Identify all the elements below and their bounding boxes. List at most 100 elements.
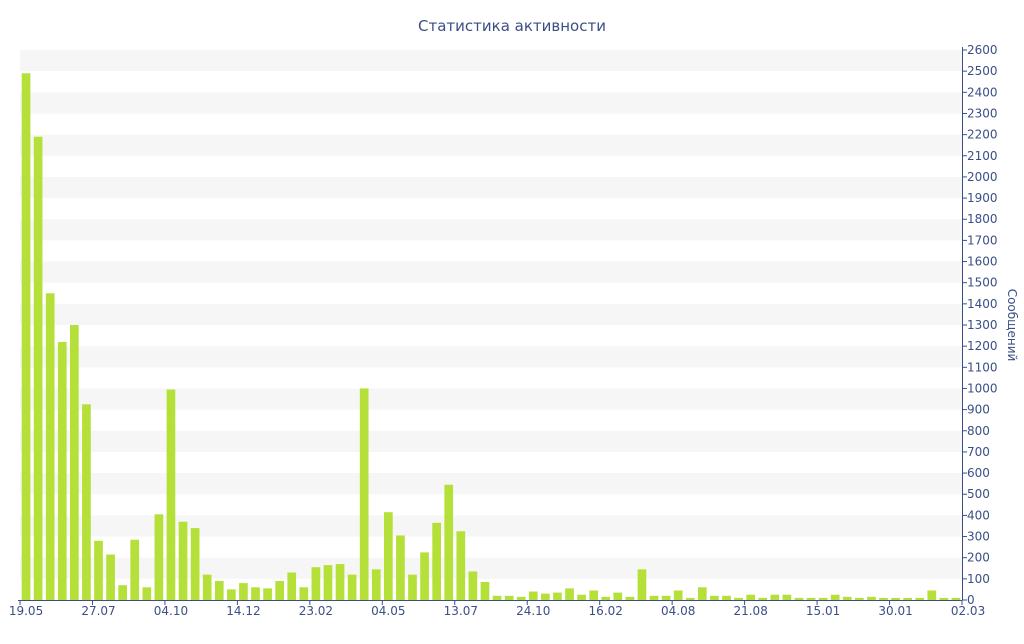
bar [299, 587, 309, 600]
bar [685, 597, 695, 600]
grid-band [20, 515, 962, 537]
y-tick-label: 1200 [967, 339, 998, 353]
grid-band [20, 557, 962, 579]
bar [661, 595, 671, 600]
bar [420, 552, 429, 600]
y-tick-label: 1900 [967, 191, 998, 205]
x-tick-label: 19.05 [9, 604, 43, 618]
bar [589, 590, 599, 600]
bar [21, 73, 31, 600]
bar [951, 597, 961, 600]
bar [492, 595, 502, 600]
bar [637, 569, 647, 600]
y-tick-label: 200 [967, 551, 990, 565]
bar [468, 571, 478, 600]
bar [70, 325, 79, 600]
x-tick-label: 21.08 [733, 604, 767, 618]
grid-band [20, 473, 962, 495]
bar [408, 574, 417, 600]
x-tick-label: 02.03 [951, 604, 985, 618]
x-tick-label: 13.07 [444, 604, 478, 618]
bar [565, 588, 574, 600]
bar [335, 564, 345, 600]
bar [275, 580, 285, 600]
y-tick-label: 2000 [967, 170, 998, 184]
bar [613, 592, 623, 600]
bar [154, 514, 164, 600]
bar [625, 596, 635, 600]
bar [794, 597, 804, 600]
bar [915, 597, 925, 600]
grid-band [20, 92, 962, 114]
bar [649, 595, 659, 600]
x-tick-label: 30.01 [878, 604, 912, 618]
bar [202, 574, 212, 600]
bar [106, 554, 115, 600]
x-tick-label: 15.01 [806, 604, 840, 618]
bar [842, 596, 852, 600]
bar [396, 535, 405, 600]
bar [830, 594, 840, 600]
bar [57, 341, 67, 600]
grid-band [20, 219, 962, 241]
bar [601, 596, 611, 600]
grid-band [20, 430, 962, 452]
y-tick-label: 2300 [967, 106, 998, 120]
bar [33, 136, 43, 601]
y-tick-label: 900 [967, 403, 990, 417]
y-tick-label: 1800 [967, 212, 998, 226]
bar [879, 597, 888, 600]
bar [710, 595, 719, 600]
grid-band [20, 134, 962, 156]
bar [722, 595, 731, 600]
y-tick-label: 100 [967, 572, 990, 586]
y-tick-label: 1400 [967, 297, 998, 311]
bar [227, 589, 236, 600]
y-axis-title: Сообщений [1005, 289, 1019, 362]
bar [806, 597, 816, 600]
bar [927, 590, 937, 600]
bar [166, 389, 176, 600]
y-tick-label: 1100 [967, 360, 998, 374]
bar [142, 587, 152, 600]
x-tick-label: 04.08 [661, 604, 695, 618]
y-tick-label: 1700 [967, 233, 998, 247]
bar [94, 540, 103, 600]
bar [698, 587, 707, 600]
bar [867, 596, 876, 600]
y-tick-label: 400 [967, 508, 990, 522]
bar [541, 593, 550, 600]
bar [444, 484, 454, 600]
bar [782, 594, 792, 600]
y-tick-label: 300 [967, 530, 990, 544]
y-tick-label: 2200 [967, 128, 998, 142]
x-tick-label: 24.10 [516, 604, 550, 618]
bar [323, 565, 333, 600]
bar [287, 572, 297, 600]
grid-band [20, 261, 962, 283]
bar [178, 521, 188, 600]
x-axis-ticks: 19.05 27.07 04.10 14.12 23.02 04.05 13.07 24.10… [9, 600, 985, 618]
bar [577, 594, 586, 600]
bar [371, 569, 381, 600]
y-tick-label: 2600 [967, 43, 998, 57]
bar [130, 539, 140, 600]
y-tick-label: 1600 [967, 255, 998, 269]
grid-band [20, 303, 962, 325]
bar [528, 591, 538, 600]
y-tick-label: 700 [967, 445, 990, 459]
bar [758, 597, 768, 600]
axes [18, 47, 963, 601]
bar [456, 531, 466, 600]
bar [359, 388, 369, 600]
bar [746, 594, 756, 600]
bar [45, 293, 55, 600]
bar [239, 583, 248, 600]
bar [432, 522, 442, 600]
bar [891, 597, 900, 600]
bar [311, 567, 321, 600]
bar [673, 590, 683, 600]
y-tick-label: 1300 [967, 318, 998, 332]
